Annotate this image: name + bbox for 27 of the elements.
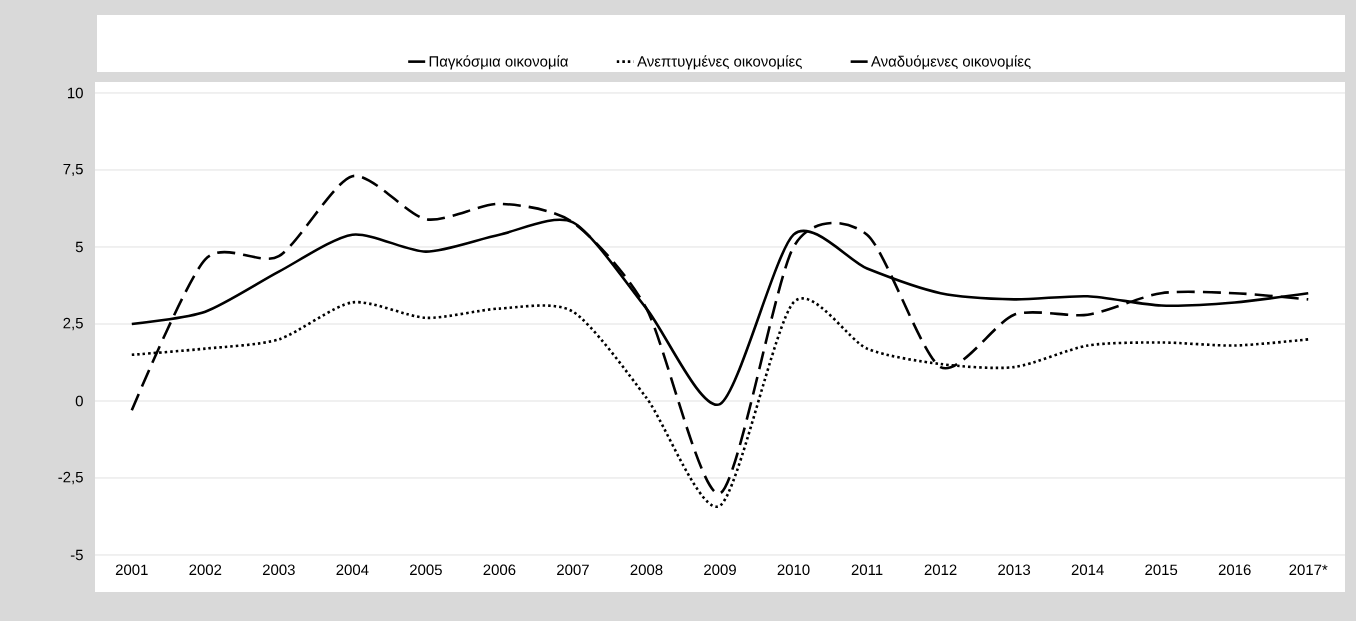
y-tick-label: 2,5 [63,317,83,331]
x-tick-label: 2016 [1218,564,1251,576]
y-tick-label: 0 [75,395,83,407]
y-tick-label: -2,5 [58,471,83,485]
legend-label: Αναδυόμενες οικονομίες [870,55,1031,70]
x-tick-label: 2013 [998,564,1031,576]
x-tick-label: 2004 [336,564,369,576]
y-tick-label: -5 [70,549,83,561]
y-tick-label: 7,5 [63,163,83,177]
x-tick-label: 2011 [851,564,883,576]
x-tick-label: 2008 [630,564,663,576]
x-tick-label: 2005 [410,564,442,576]
x-tick-label: 2001 [115,564,148,576]
x-tick-label: 2015 [1145,564,1178,576]
legend-label: Παγκόσμια οικονομία [429,55,569,70]
x-tick-label: 2006 [483,564,516,576]
y-tick-label: 10 [68,87,83,99]
x-tick-label: 2007 [557,564,589,576]
x-tick-label: 2003 [262,564,295,576]
x-tick-label: 2009 [704,564,736,576]
legend-label: Ανεπτυγμένες οικονομίες [637,55,802,70]
x-tick-label: 2017* [1289,564,1328,576]
y-tick-label: 5 [75,241,83,253]
x-tick-label: 2012 [924,564,957,576]
x-tick-label: 2014 [1071,564,1104,576]
x-tick-label: 2002 [189,564,222,576]
x-tick-label: 2010 [777,564,810,576]
